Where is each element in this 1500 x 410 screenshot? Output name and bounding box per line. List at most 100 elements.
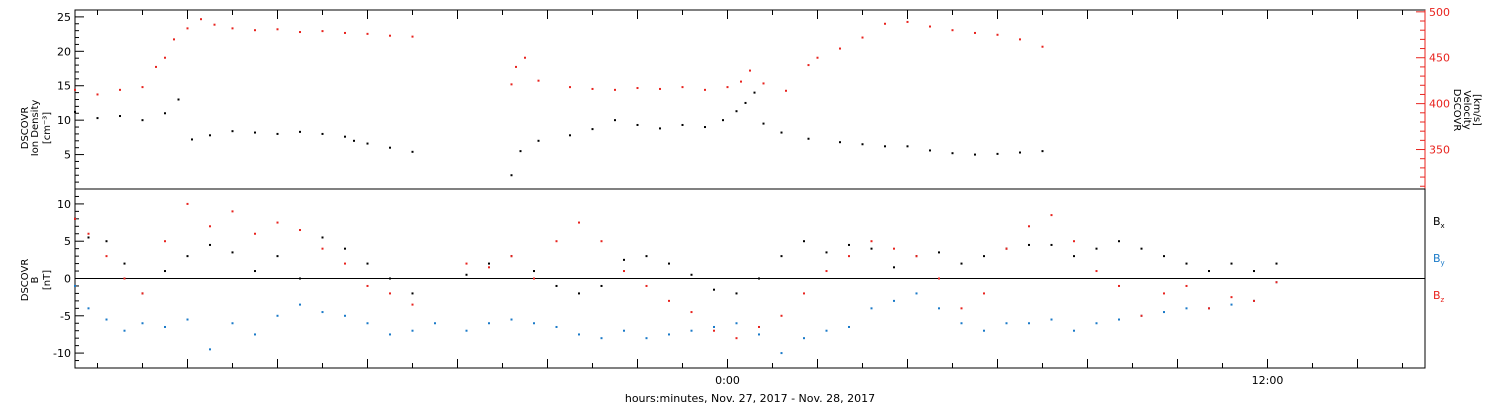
legend-bx-sub: x	[1441, 222, 1445, 230]
bx-point	[1163, 255, 1165, 258]
top-panel-frame	[74, 9, 1426, 190]
top-series-1-point	[1019, 38, 1021, 41]
top-series-0-point	[704, 126, 706, 129]
top-series-1-point	[569, 86, 571, 89]
by-point	[623, 329, 625, 332]
by-point	[713, 325, 715, 328]
bx-point	[825, 251, 828, 254]
top-series-0-point	[884, 145, 886, 148]
bx-point	[1185, 262, 1188, 265]
by-point	[893, 299, 895, 302]
bz-point	[1073, 240, 1075, 243]
bz-point	[690, 311, 693, 314]
bz-point	[465, 262, 468, 265]
b-legend: Bx By Bz	[1433, 215, 1445, 304]
by-point	[1095, 322, 1098, 325]
bottom-left-tick-label: 10	[57, 198, 71, 211]
bx-point	[600, 284, 603, 287]
top-series-1-point	[119, 88, 121, 91]
by-point	[231, 322, 234, 325]
top-series-0-point	[537, 139, 540, 142]
top-series-0-point	[780, 131, 783, 134]
top-left-label-line-2: Ion Density	[30, 100, 41, 157]
top-series-0-point	[1041, 150, 1044, 153]
bottom-left-tick-label: 0	[64, 273, 71, 286]
top-series-0-point	[177, 98, 180, 101]
bx-point	[105, 240, 108, 243]
bz-point	[870, 240, 873, 243]
top-series-1-point	[186, 27, 189, 30]
top-series-1-point	[155, 65, 157, 68]
by-point	[690, 329, 693, 332]
bz-point	[803, 292, 805, 295]
by-point	[645, 337, 648, 340]
legend-by: By	[1433, 252, 1445, 267]
top-series-1-point	[951, 29, 954, 32]
by-point	[1185, 307, 1188, 310]
bz-point	[164, 240, 166, 243]
top-series-0-point	[254, 131, 256, 134]
top-left-tick-label: 25	[57, 11, 71, 24]
by-point	[780, 352, 783, 355]
by-point	[1028, 322, 1030, 325]
top-series-0-point	[209, 134, 211, 137]
top-series-1-point	[726, 86, 729, 89]
x-tick-label: 0:00	[715, 374, 740, 387]
bottom-panel-axes: 0:00 12:00 -10 -5 0 5 10	[53, 188, 1426, 387]
top-series-0-point	[744, 101, 747, 104]
top-series-1-point	[740, 80, 742, 83]
by-point	[389, 333, 391, 336]
top-series-1-point	[704, 88, 706, 91]
top-left-tick-label: 10	[57, 114, 71, 127]
bz-point	[344, 262, 346, 265]
top-series-0-point	[231, 130, 234, 133]
by-point	[87, 307, 90, 310]
legend-bx: Bx	[1433, 215, 1445, 230]
top-series-1-point	[906, 20, 909, 23]
by-point	[164, 325, 166, 328]
top-series-0-point	[389, 146, 391, 149]
by-point	[600, 337, 603, 340]
bx-point	[87, 236, 90, 239]
bx-point	[1253, 270, 1255, 273]
top-series-0-point	[929, 149, 931, 152]
top-right-label-line-1: DSCOVR	[1451, 89, 1462, 132]
by-point	[1073, 329, 1075, 332]
bz-point	[1253, 299, 1255, 302]
top-series-1-point	[366, 32, 369, 35]
bx-point	[555, 284, 558, 287]
bz-point	[1005, 247, 1008, 250]
x-tick-label: 12:00	[1252, 374, 1284, 387]
bx-point	[1095, 247, 1098, 250]
top-series-0-point	[681, 123, 684, 126]
bx-point	[735, 292, 738, 295]
top-series-1-point	[974, 31, 976, 34]
bz-point	[1185, 284, 1188, 287]
by-point	[938, 307, 940, 310]
bx-point	[803, 240, 805, 243]
bx-point	[713, 288, 715, 291]
bx-point	[960, 262, 963, 265]
bx-point	[690, 273, 693, 276]
top-left-tick-label: 20	[57, 45, 71, 58]
bz-point	[321, 247, 324, 250]
top-series-1-point	[389, 34, 391, 37]
by-point	[1005, 322, 1008, 325]
bx-point	[231, 251, 234, 254]
legend-bx-label: B	[1433, 215, 1441, 228]
top-panel: 5 10 15 20 25 350 400 450 500	[57, 6, 1450, 190]
top-series-1-point	[141, 86, 144, 89]
top-series-0-point	[722, 119, 724, 122]
top-series-0-point	[119, 115, 121, 118]
by-point	[186, 318, 189, 321]
bz-point	[578, 221, 580, 224]
top-series-0-point	[519, 150, 522, 153]
bx-point	[893, 266, 895, 269]
top-panel-data	[74, 18, 1044, 177]
by-point	[960, 322, 963, 325]
top-series-1-point	[411, 35, 414, 38]
top-panel-axes: 5 10 15 20 25 350 400 450 500	[57, 6, 1450, 190]
by-point	[1118, 318, 1120, 321]
by-point	[578, 333, 580, 336]
bz-point	[123, 277, 126, 280]
